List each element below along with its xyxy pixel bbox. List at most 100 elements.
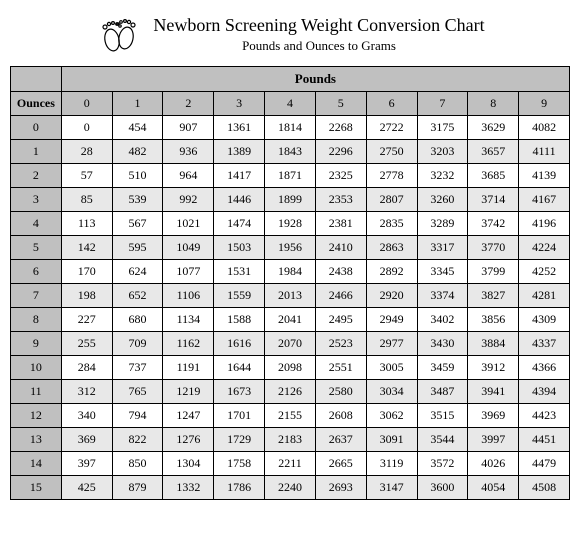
cell: 2835 (366, 212, 417, 236)
cell: 284 (61, 356, 112, 380)
cell: 397 (61, 452, 112, 476)
row-head-7: 7 (11, 284, 62, 308)
cell: 567 (112, 212, 163, 236)
cell: 1644 (214, 356, 265, 380)
cell: 3062 (366, 404, 417, 428)
cell: 850 (112, 452, 163, 476)
baby-feet-icon (95, 10, 143, 58)
cell: 4111 (519, 140, 570, 164)
pounds-header: Pounds (61, 67, 569, 92)
cell: 3544 (417, 428, 468, 452)
cell: 1474 (214, 212, 265, 236)
cell: 198 (61, 284, 112, 308)
cell: 3941 (468, 380, 519, 404)
cell: 3402 (417, 308, 468, 332)
cell: 4366 (519, 356, 570, 380)
cell: 2325 (315, 164, 366, 188)
table-row: 514259510491503195624102863331737704224 (11, 236, 570, 260)
cell: 113 (61, 212, 112, 236)
cell: 1162 (163, 332, 214, 356)
cell: 992 (163, 188, 214, 212)
cell: 4252 (519, 260, 570, 284)
table-row: 719865211061559201324662920337438274281 (11, 284, 570, 308)
cell: 1814 (265, 116, 316, 140)
cell: 3600 (417, 476, 468, 500)
col-head-2: 2 (163, 92, 214, 116)
cell: 1361 (214, 116, 265, 140)
conversion-table: Pounds Ounces 0123456789 004549071361181… (10, 66, 570, 500)
cell: 3685 (468, 164, 519, 188)
col-head-7: 7 (417, 92, 468, 116)
cell: 1077 (163, 260, 214, 284)
cell: 3289 (417, 212, 468, 236)
cell: 3912 (468, 356, 519, 380)
cell: 3034 (366, 380, 417, 404)
table-row: 411356710211474192823812835328937424196 (11, 212, 570, 236)
cell: 2580 (315, 380, 366, 404)
cell: 3147 (366, 476, 417, 500)
row-head-9: 9 (11, 332, 62, 356)
cell: 2098 (265, 356, 316, 380)
table-row: 004549071361181422682722317536294082 (11, 116, 570, 140)
cell: 1531 (214, 260, 265, 284)
cell: 2126 (265, 380, 316, 404)
row-head-11: 11 (11, 380, 62, 404)
col-head-4: 4 (265, 92, 316, 116)
cell: 2608 (315, 404, 366, 428)
table-row: 1131276512191673212625803034348739414394 (11, 380, 570, 404)
cell: 4196 (519, 212, 570, 236)
cell: 4082 (519, 116, 570, 140)
cell: 1134 (163, 308, 214, 332)
cell: 3203 (417, 140, 468, 164)
cell: 170 (61, 260, 112, 284)
row-head-15: 15 (11, 476, 62, 500)
cell: 3317 (417, 236, 468, 260)
cell: 255 (61, 332, 112, 356)
corner-cell (11, 67, 62, 92)
cell: 1871 (265, 164, 316, 188)
cell: 28 (61, 140, 112, 164)
cell: 2041 (265, 308, 316, 332)
cell: 4423 (519, 404, 570, 428)
cell: 2637 (315, 428, 366, 452)
cell: 2438 (315, 260, 366, 284)
cell: 2381 (315, 212, 366, 236)
table-row: 2575109641417187123252778323236854139 (11, 164, 570, 188)
chart-title: Newborn Screening Weight Conversion Char… (153, 15, 484, 36)
cell: 482 (112, 140, 163, 164)
cell: 3515 (417, 404, 468, 428)
cell: 1559 (214, 284, 265, 308)
cell: 907 (163, 116, 214, 140)
cell: 312 (61, 380, 112, 404)
table-row: 1336982212761729218326373091354439974451 (11, 428, 570, 452)
row-head-1: 1 (11, 140, 62, 164)
row-head-8: 8 (11, 308, 62, 332)
cell: 2892 (366, 260, 417, 284)
cell: 2070 (265, 332, 316, 356)
cell: 1928 (265, 212, 316, 236)
cell: 340 (61, 404, 112, 428)
cell: 3884 (468, 332, 519, 356)
cell: 1673 (214, 380, 265, 404)
cell: 1729 (214, 428, 265, 452)
cell: 2240 (265, 476, 316, 500)
table-head-row-1: Pounds (11, 67, 570, 92)
cell: 2920 (366, 284, 417, 308)
cell: 964 (163, 164, 214, 188)
cell: 1389 (214, 140, 265, 164)
cell: 1049 (163, 236, 214, 260)
row-head-6: 6 (11, 260, 62, 284)
cell: 4309 (519, 308, 570, 332)
cell: 3345 (417, 260, 468, 284)
cell: 2466 (315, 284, 366, 308)
col-head-5: 5 (315, 92, 366, 116)
cell: 4224 (519, 236, 570, 260)
cell: 1417 (214, 164, 265, 188)
cell: 1786 (214, 476, 265, 500)
title-block: Newborn Screening Weight Conversion Char… (153, 15, 484, 54)
cell: 1247 (163, 404, 214, 428)
table-row: 1439785013041758221126653119357240264479 (11, 452, 570, 476)
cell: 369 (61, 428, 112, 452)
cell: 510 (112, 164, 163, 188)
cell: 2665 (315, 452, 366, 476)
